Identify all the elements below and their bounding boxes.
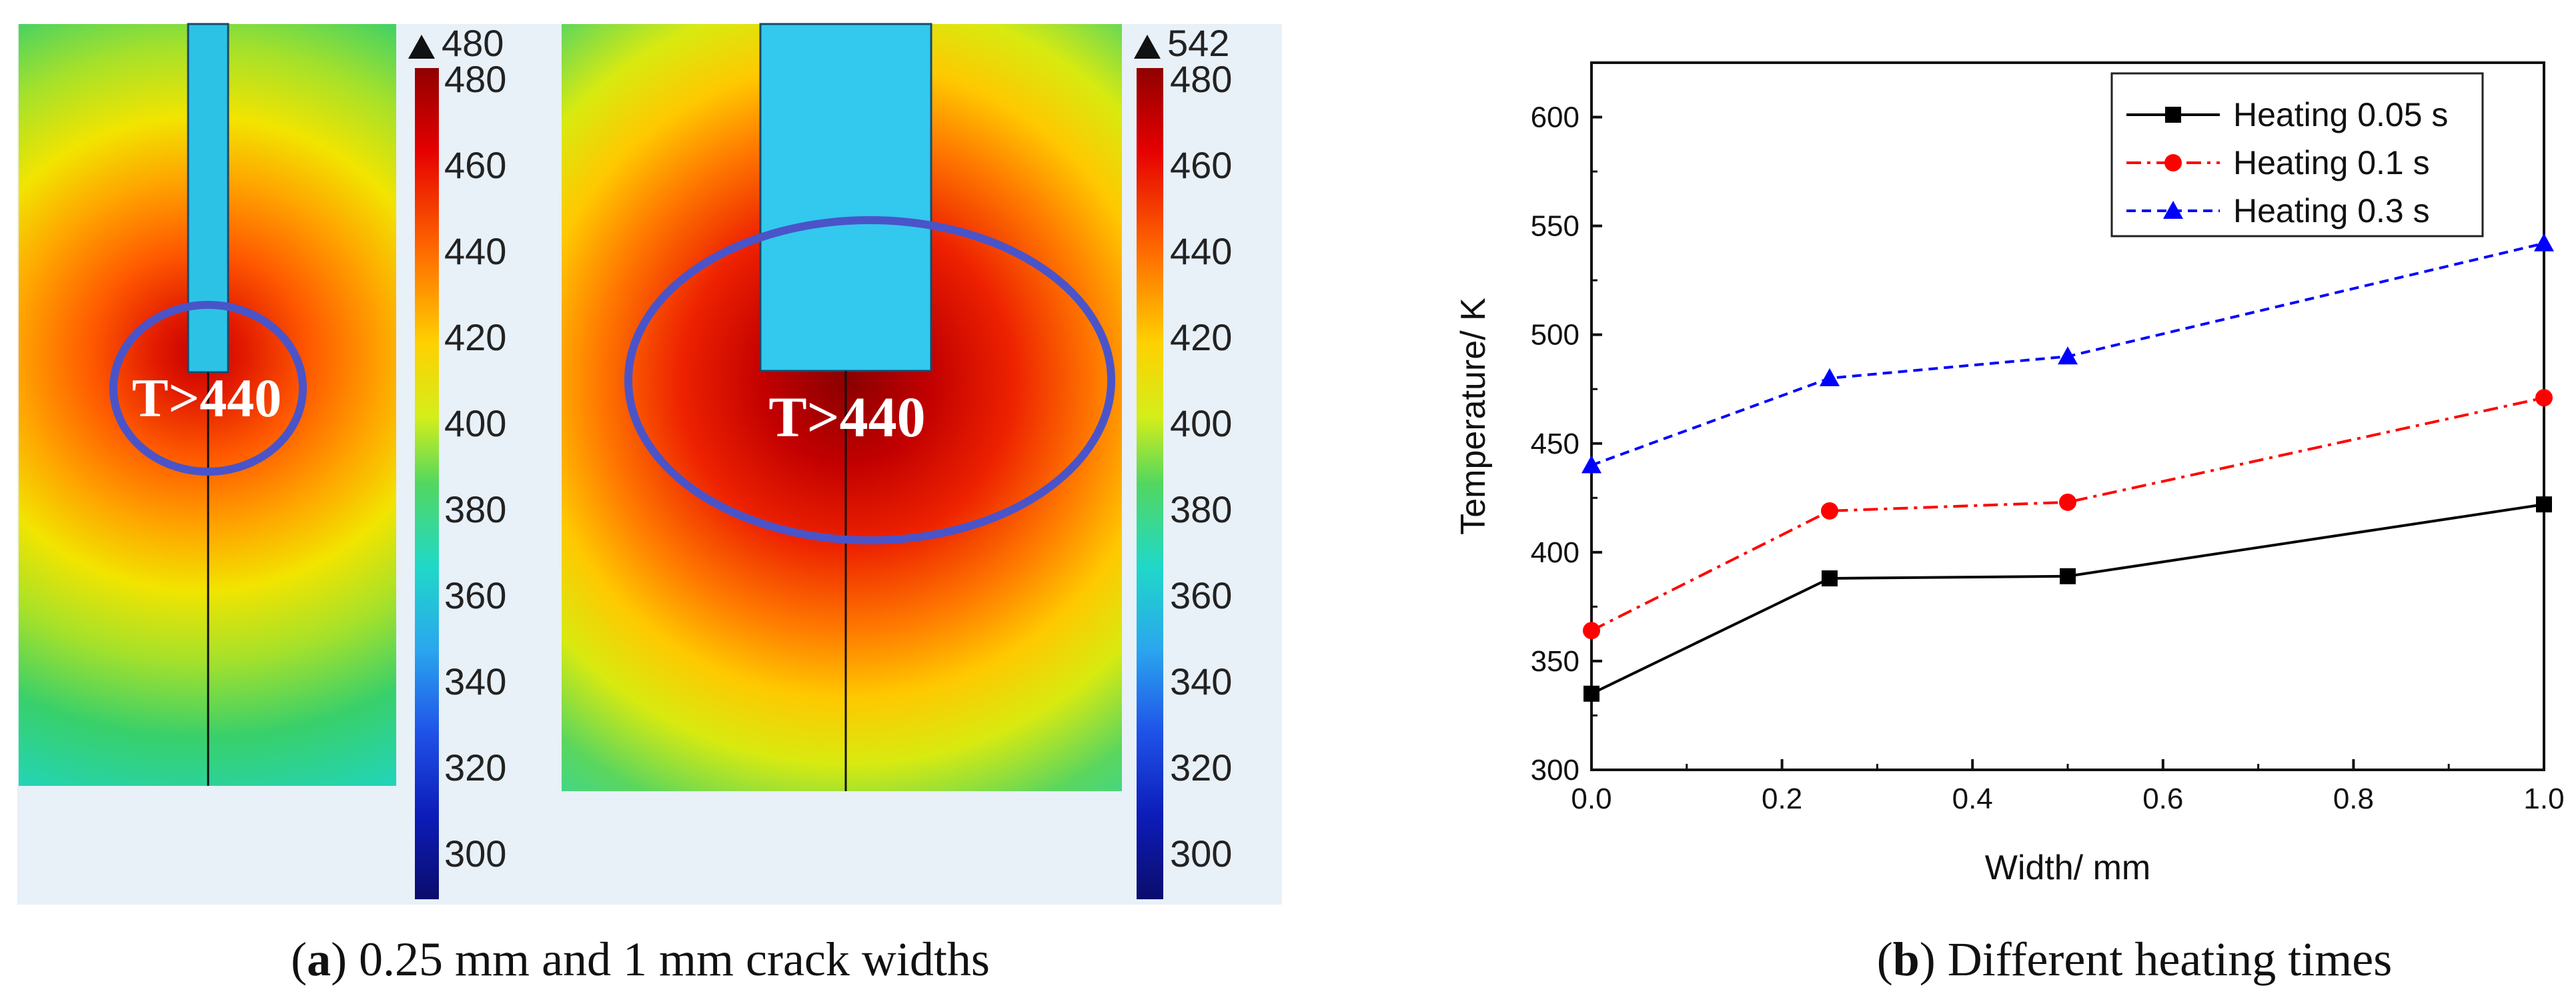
colorbar-2-tick-label: 440 <box>1170 230 1232 272</box>
y-tick-label: 600 <box>1531 101 1579 134</box>
colorbar-1-tick-label: 400 <box>444 402 506 444</box>
colorbar-1-tick-label: 340 <box>444 660 506 702</box>
colorbar-2-tick-label: 360 <box>1170 574 1232 616</box>
x-axis-ticks: 0.0 0.2 0.4 0.6 0.8 1.0 <box>1571 759 2565 815</box>
legend-marker <box>2163 201 2183 219</box>
x-tick-label: 0.4 <box>1952 783 1993 815</box>
colorbar-1-tick-label: 460 <box>444 144 506 186</box>
colorbar-2-tick-label: 340 <box>1170 660 1232 702</box>
x-tick-label: 1.0 <box>2523 783 2564 815</box>
legend-marker <box>2165 107 2181 123</box>
x-tick-label: 0.8 <box>2333 783 2374 815</box>
data-point <box>1583 685 1599 702</box>
data-point <box>1821 502 1838 520</box>
hot-zone-label-1: T>440 <box>132 368 281 428</box>
colorbar-2-tick-label: 480 <box>1170 58 1232 100</box>
colorbar-1-tick-label: 360 <box>444 574 506 616</box>
legend-label: Heating 0.3 s <box>2233 192 2430 229</box>
data-point <box>1583 622 1600 640</box>
y-tick-label: 450 <box>1531 428 1579 460</box>
colorbar-2-tick-label: 320 <box>1170 746 1232 789</box>
caption-a: (a) 0.25 mm and 1 mm crack widths <box>291 933 990 986</box>
colorbar-2: 542 480 460 440 420 400 380 360 340 320 300 <box>1134 22 1232 899</box>
series-group <box>1581 233 2554 702</box>
data-point <box>1581 455 1601 474</box>
y-tick-label: 550 <box>1531 210 1579 243</box>
y-tick-label: 500 <box>1531 319 1579 352</box>
data-point <box>2534 233 2554 252</box>
crack-1 <box>187 23 229 374</box>
colorbar-2-ticks: 480 460 440 420 400 380 360 340 320 300 <box>1170 58 1232 875</box>
y-axis-label: Temperature/ K <box>1454 298 1493 535</box>
legend-label: Heating 0.1 s <box>2233 144 2430 181</box>
x-axis-label: Width/ mm <box>1985 849 2150 887</box>
data-point <box>1820 368 1840 386</box>
y-axis-ticks: 300 350 400 450 500 550 600 <box>1531 101 1602 787</box>
x-tick-label: 0.6 <box>2142 783 2183 815</box>
colorbar-1: 480 480 460 440 420 400 380 360 340 320 300 <box>408 22 506 899</box>
colorbar-1-tick-label: 420 <box>444 316 506 358</box>
x-tick-label: 0.0 <box>1571 783 1612 815</box>
data-point <box>2536 496 2552 513</box>
colorbar-1-bar <box>415 68 439 899</box>
colorbar-1-ticks: 480 460 440 420 400 380 360 340 320 300 <box>444 58 506 875</box>
data-point <box>1822 570 1838 586</box>
line-chart: 0.0 0.2 0.4 0.6 0.8 1.0 300 350 400 450 500 550 600… <box>1454 61 2565 986</box>
colorbar-2-tick-label: 380 <box>1170 488 1232 530</box>
series-line <box>1591 396 2545 632</box>
colorbar-2-max-label: 542 <box>1167 22 1229 64</box>
legend-marker <box>2164 154 2182 171</box>
heatmap-panel: T>440 480 480 460 440 420 400 380 360 340 320 300… <box>17 22 1282 986</box>
colorbar-1-tick-label: 480 <box>444 58 506 100</box>
colorbar-1-tick-label: 300 <box>444 833 506 875</box>
hot-zone-ellipse-1 <box>109 301 307 476</box>
series-line <box>1591 241 2545 467</box>
legend: Heating 0.05 s Heating 0.1 s Heating 0.3 s <box>2110 72 2484 237</box>
colorbar-1-tick-label: 320 <box>444 746 506 789</box>
data-point <box>2060 568 2076 584</box>
colorbar-2-bar <box>1137 68 1163 899</box>
series-line <box>1591 503 2545 695</box>
colorbar-2-tick-label: 460 <box>1170 144 1232 186</box>
x-tick-label: 0.2 <box>1762 783 1802 815</box>
y-tick-label: 350 <box>1531 645 1579 678</box>
legend-label: Heating 0.05 s <box>2233 96 2448 133</box>
colorbar-2-tick-label: 400 <box>1170 402 1232 444</box>
crack-2 <box>759 23 932 372</box>
colorbar-1-tick-label: 440 <box>444 230 506 272</box>
data-point <box>2058 346 2078 365</box>
colorbar-2-tick-label: 420 <box>1170 316 1232 358</box>
y-tick-label: 400 <box>1531 536 1579 569</box>
colorbar-2-tick-label: 300 <box>1170 833 1232 875</box>
data-point <box>2059 493 2076 511</box>
colorbar-1-tick-label: 380 <box>444 488 506 530</box>
hot-zone-label-2: T>440 <box>768 385 925 449</box>
data-point <box>2535 389 2553 407</box>
hot-zone-ellipse-2 <box>624 216 1115 544</box>
caption-b: (b) Different heating times <box>1877 933 2392 986</box>
y-tick-label: 300 <box>1531 754 1579 787</box>
colorbar-1-max-triangle <box>408 35 435 59</box>
legend-items: Heating 0.05 s Heating 0.1 s Heating 0.3 s <box>2126 96 2448 229</box>
colorbar-1-max-label: 480 <box>442 22 504 64</box>
colorbar-2-max-triangle <box>1134 35 1161 59</box>
